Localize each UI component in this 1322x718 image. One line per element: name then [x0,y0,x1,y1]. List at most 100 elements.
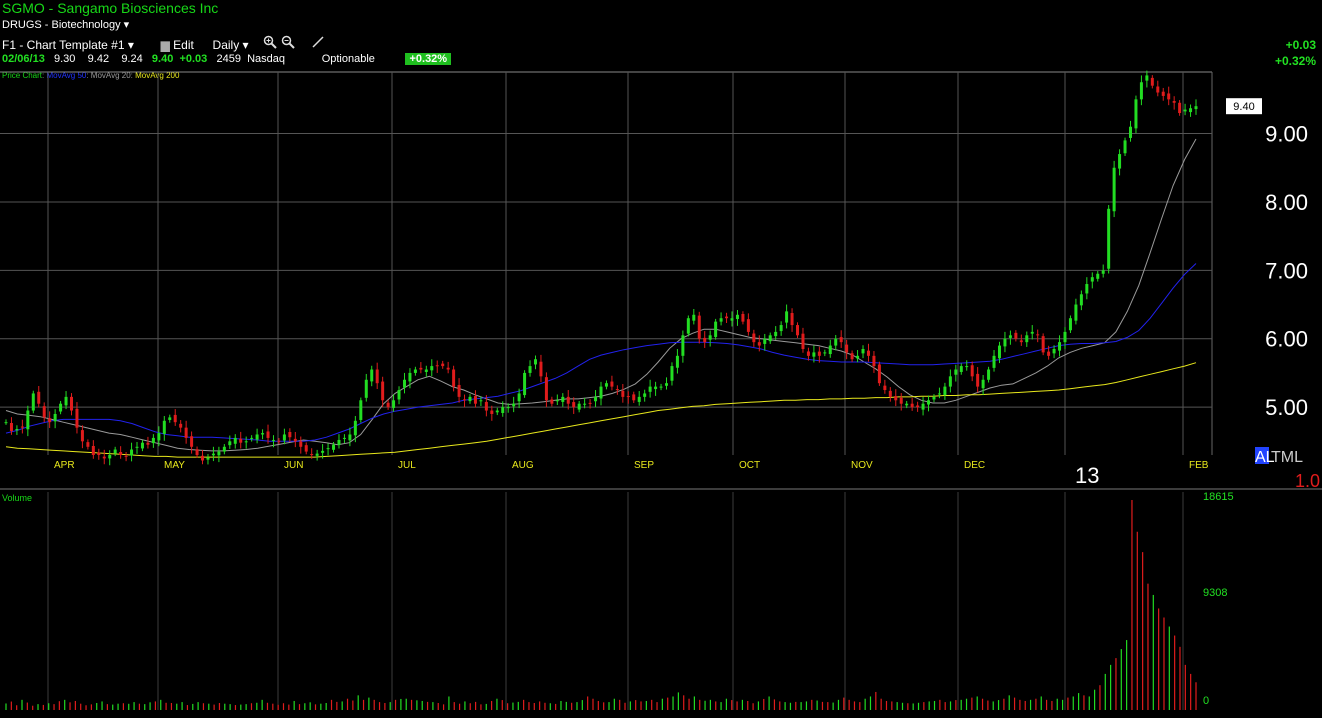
industry-group-label: DRUGS - Biotechnology [2,19,121,31]
candle-body [124,455,128,457]
candle-body [206,457,210,460]
candle-body [457,384,461,397]
price-tick-label: 9.00 [1265,122,1308,147]
candle-body [42,406,46,418]
candle-body [310,454,314,456]
candle-body [806,351,810,356]
template-selector[interactable]: F1 - Chart Template #1 ▾ [2,38,134,52]
candle-body [1030,331,1034,334]
candle-body [20,426,24,428]
candle-body [1183,109,1187,112]
candle-body [1014,332,1018,339]
candle-body [168,417,172,420]
candle-body [413,369,417,373]
price-tick-label: 6.00 [1265,327,1308,352]
candle-body [1085,284,1089,294]
candle-body [146,442,150,445]
zoom-out-icon[interactable] [281,35,295,52]
candle-body [1123,140,1127,154]
price-candles [4,70,1198,466]
candle-body [190,436,194,447]
candle-body [1112,167,1116,212]
candle-body [752,333,756,343]
candle-body [173,414,177,423]
candle-body [1107,208,1111,269]
candle-body [26,410,30,430]
candle-body [113,449,117,454]
candle-body [179,423,183,428]
last-price-label: 9.40 [1233,101,1254,113]
candle-body [599,386,603,399]
candle-body [1145,75,1149,81]
candle-body [261,433,265,435]
legend-price: Price Chart [2,71,43,80]
candle-body [452,369,456,387]
candle-body [228,441,232,446]
price-tick-label: 5.00 [1265,395,1308,420]
quote-open: 9.30 [54,53,76,65]
candle-body [97,452,101,455]
candle-body [348,434,352,441]
industry-group-selector[interactable]: DRUGS - Biotechnology ▾ [2,18,129,31]
ma200-line [5,362,1197,458]
legend-ma20: MovAvg 20 [90,71,131,80]
candle-body [293,438,297,442]
candle-body [408,372,412,382]
optionable-label: Optionable [321,53,375,65]
chevron-down-icon: ▾ [123,19,130,31]
candle-body [441,363,445,367]
candle-body [577,403,581,410]
candle-body [1178,102,1182,114]
candle-body [528,366,532,373]
candle-body [419,367,423,370]
month-label: DEC [964,460,985,471]
month-label: APR [54,460,75,471]
candle-body [877,364,881,384]
candle-body [757,342,761,346]
month-label: OCT [739,460,760,471]
period-selector[interactable]: Daily ▾ [213,38,249,52]
quote-high: 9.42 [87,53,110,65]
candle-body [217,451,221,456]
candle-body [315,453,319,456]
candle-body [119,451,123,455]
right-change: +0.03 [1285,38,1316,52]
zoom-in-icon[interactable] [263,35,277,52]
candle-body [370,369,374,382]
candle-body [130,449,134,456]
candle-body [976,373,980,387]
candle-body [1036,334,1040,336]
candle-body [692,314,696,321]
candle-body [572,402,576,408]
edit-button[interactable]: ▆ Edit [161,38,194,52]
candle-body [959,366,963,372]
candle-body [222,446,226,452]
candle-body [774,331,778,337]
candle-body [697,315,701,339]
candle-body [48,418,52,423]
candle-body [637,396,641,402]
quote-low: 9.24 [121,53,143,65]
candle-body [659,386,663,388]
candle-body [195,449,199,455]
candle-body [845,344,849,353]
candle-body [1052,348,1056,354]
al-button[interactable]: AL [1255,449,1275,466]
candle-body [37,391,41,404]
candle-body [299,441,303,447]
candle-body [1041,336,1045,353]
candle-body [53,413,57,422]
candle-body [1118,154,1122,169]
candle-body [1139,82,1143,100]
candle-body [948,376,952,387]
candle-body [1150,77,1154,86]
candle-body [719,318,723,322]
candle-body [102,456,106,459]
draw-line-icon[interactable] [311,35,325,52]
candle-body [473,396,477,404]
candle-body [735,314,739,320]
tml-button[interactable]: TML [1271,449,1303,466]
month-label: FEB [1189,460,1209,471]
candle-body [271,439,275,441]
